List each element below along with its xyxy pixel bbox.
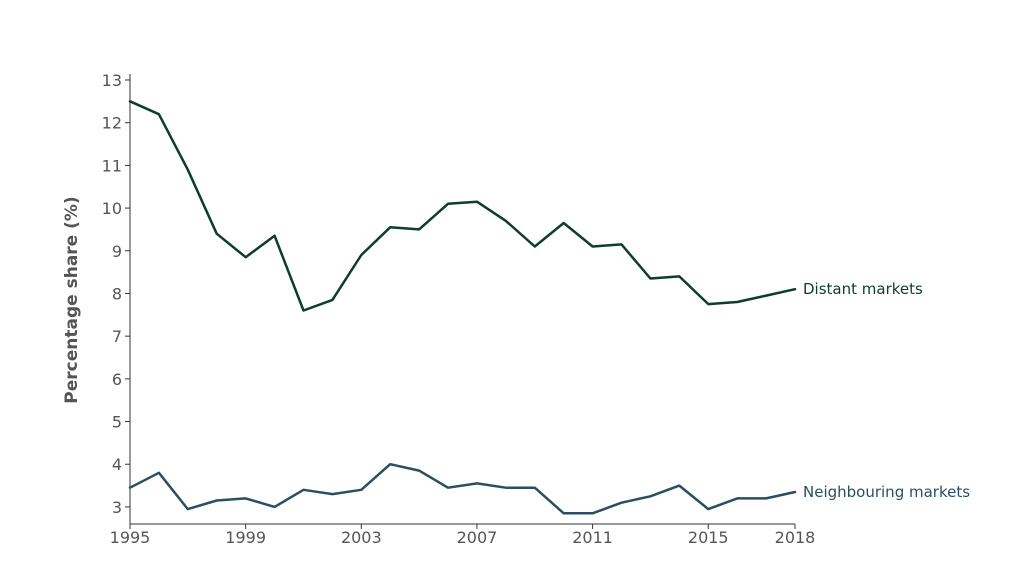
series-label-0: Distant markets — [803, 280, 923, 298]
y-tick-label: 7 — [112, 327, 122, 346]
x-axis: 1995 1999 2003 2007 2011 2015 2018 — [110, 523, 816, 547]
y-tick-label: 4 — [112, 455, 122, 474]
y-tick-label: 12 — [102, 114, 122, 133]
x-tick-label: 2018 — [775, 528, 816, 547]
x-tick-label: 2015 — [688, 528, 729, 547]
y-tick-label: 8 — [112, 284, 122, 303]
series-layer: Distant markets Neighbouring markets — [128, 100, 970, 515]
y-axis-label: Percentage share (%) — [62, 196, 82, 403]
y-tick-label: 9 — [112, 242, 122, 261]
y-tick-label: 6 — [112, 370, 122, 389]
series-line-1 — [128, 462, 797, 515]
y-tick-label: 11 — [102, 156, 122, 175]
y-tick-label: 3 — [112, 498, 122, 517]
y-tick-label: 10 — [102, 199, 122, 218]
y-axis: 3 4 5 6 7 8 9 10 11 12 13 — [102, 71, 131, 524]
y-tick-label: 13 — [102, 71, 122, 90]
x-tick-label: 1995 — [110, 528, 151, 547]
x-tick-label: 2011 — [572, 528, 613, 547]
series-line-0 — [128, 100, 797, 312]
x-tick-label: 1999 — [225, 528, 266, 547]
x-tick-label: 2007 — [457, 528, 498, 547]
series-label-1: Neighbouring markets — [803, 483, 970, 501]
x-tick-label: 2003 — [341, 528, 382, 547]
y-tick-label: 5 — [112, 413, 122, 432]
